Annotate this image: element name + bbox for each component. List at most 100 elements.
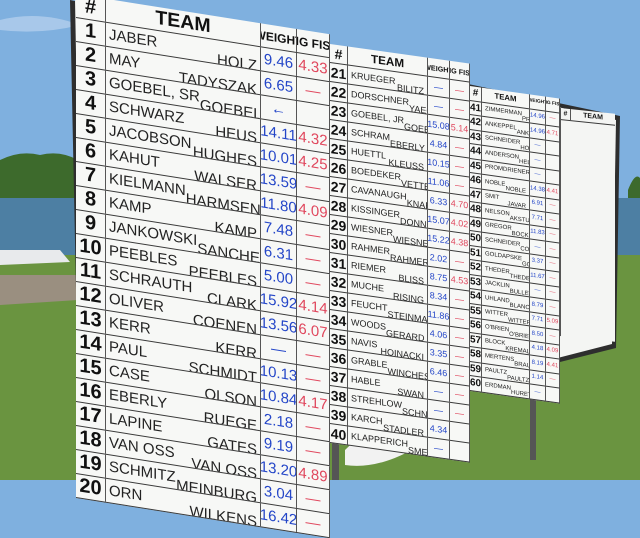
angler-1: CASE [109, 362, 150, 386]
angler-1: GREGOR [485, 222, 512, 233]
header-big-fish: BIG FISH [450, 60, 470, 82]
angler-2: SMET [408, 445, 428, 456]
angler-1: SCHNEIDER [485, 236, 521, 248]
angler-1: MUCHE [351, 278, 384, 294]
header-num: # [470, 86, 482, 102]
angler-1: ZIMMERMAN [485, 106, 522, 118]
angler-1: GOEBEL, JR [351, 107, 405, 126]
row-number: 42 [470, 115, 482, 131]
row-number: 10 [76, 234, 106, 262]
row-number: 49 [470, 216, 482, 232]
row-number: 6 [76, 138, 106, 166]
big-fish-value: — [450, 155, 470, 177]
angler-2: PRAY [522, 116, 530, 123]
row-number: 17 [76, 402, 106, 430]
big-fish-value: — [297, 509, 330, 538]
column-rows-41-60: # TEAM WEIGHT BIG FISH 41 ZIMMERMAN PRAY 14.96—… [470, 86, 560, 404]
angler-1: KISSINGER [351, 202, 401, 220]
column-rows-61-plus: # TEAM [560, 108, 615, 342]
header-weight: WEIGHT [428, 57, 450, 79]
header-big-fish: BIG FISH [546, 96, 560, 113]
big-fish-value [450, 440, 470, 462]
row-number: 37 [330, 367, 348, 388]
row-number: 55 [470, 303, 482, 319]
big-fish-value: — [450, 174, 470, 196]
row-number: 12 [76, 282, 106, 310]
angler-1: WITTER [485, 309, 508, 319]
weight-value: 10.15 [428, 152, 450, 174]
row-number: 41 [470, 100, 482, 116]
row-number: 36 [330, 348, 348, 369]
weight-value: — [530, 384, 546, 401]
row-number: 58 [470, 347, 482, 363]
angler-1: BOEDEKER [351, 164, 402, 182]
angler-1: JABER [109, 26, 158, 51]
big-fish-value [546, 154, 560, 171]
weight-value: 7.71 [530, 311, 546, 328]
cloud [0, 16, 80, 32]
row-number: 59 [470, 361, 482, 377]
row-number: 30 [330, 234, 348, 255]
big-fish-value [546, 140, 560, 156]
angler-1: SCHRAM [351, 126, 391, 143]
weight-value: 15.22 [428, 228, 450, 250]
post-right [530, 340, 536, 460]
row-number: 26 [330, 158, 348, 179]
angler-1: ANDERSON [485, 149, 520, 161]
row-number: 45 [470, 158, 482, 174]
weight-value: 11.67 [530, 268, 546, 285]
angler-2: WILKENS [189, 503, 257, 527]
row-number: 33 [330, 291, 348, 312]
angler-1: JACKLIN [485, 280, 510, 290]
header-num: # [330, 44, 348, 65]
angler-1: UHLAND [485, 294, 510, 305]
angler-1: NOBLE [485, 178, 506, 188]
weight-value: 16.42 [261, 503, 297, 533]
big-fish-value: — [546, 372, 560, 388]
weight-value: 6.33 [428, 190, 450, 212]
angler-1: FEUCHT [351, 297, 388, 314]
angler-1: KLAPPERICH [351, 430, 409, 449]
big-fish-value [450, 421, 470, 443]
big-fish-value: — [546, 270, 560, 287]
angler-1: CAVANAUGH [351, 183, 407, 202]
big-fish-value: 4.70 [450, 193, 470, 215]
weight-value: — [530, 137, 546, 154]
weight-value: 6.91 [530, 195, 546, 212]
column-rows-1-20: # TEAM WEIGHT BIG FISH 1 JABER HOLZ 9.46 4.33 2 MA… [76, 0, 330, 538]
row-number: 5 [76, 114, 106, 142]
weight-value: — [530, 166, 546, 183]
row-number: 15 [76, 354, 106, 382]
big-fish-value: 4.53 [450, 269, 470, 291]
weight-value: — [428, 380, 450, 402]
weight-value: 4.06 [428, 323, 450, 345]
weight-value: — [428, 95, 450, 117]
header-weight: WEIGHT [530, 94, 546, 111]
big-fish-value [546, 386, 560, 403]
angler-1: THEDER [485, 265, 510, 276]
angler-1: KARCH [351, 411, 383, 427]
angler-1: PAULTZ [485, 367, 508, 377]
row-number: 57 [470, 332, 482, 348]
angler-1: WOODS [351, 316, 386, 332]
row-number: 47 [470, 187, 482, 203]
weight-value: 2.02 [428, 247, 450, 269]
angler-1: BLOCK [485, 338, 506, 348]
angler-1: ERDMAN [485, 381, 512, 392]
big-fish-value: — [546, 256, 560, 272]
weight-value: 14.38 [530, 181, 546, 198]
big-fish-value: — [450, 383, 470, 405]
big-fish-value: — [450, 288, 470, 310]
weight-value: 11.83 [530, 224, 546, 241]
angler-1: SMIT [485, 193, 500, 202]
row-number: 24 [330, 120, 348, 141]
weight-value: 14.96 [530, 123, 546, 140]
big-fish-value: 5.09 [546, 314, 560, 330]
weight-value: 6.46 [428, 361, 450, 383]
angler-1: HUETTL [351, 145, 387, 161]
row-number: 2 [76, 42, 106, 70]
angler-2: HURET [511, 390, 530, 398]
row-number: 51 [470, 245, 482, 261]
post-left [332, 420, 339, 480]
weight-value: — [530, 239, 546, 256]
